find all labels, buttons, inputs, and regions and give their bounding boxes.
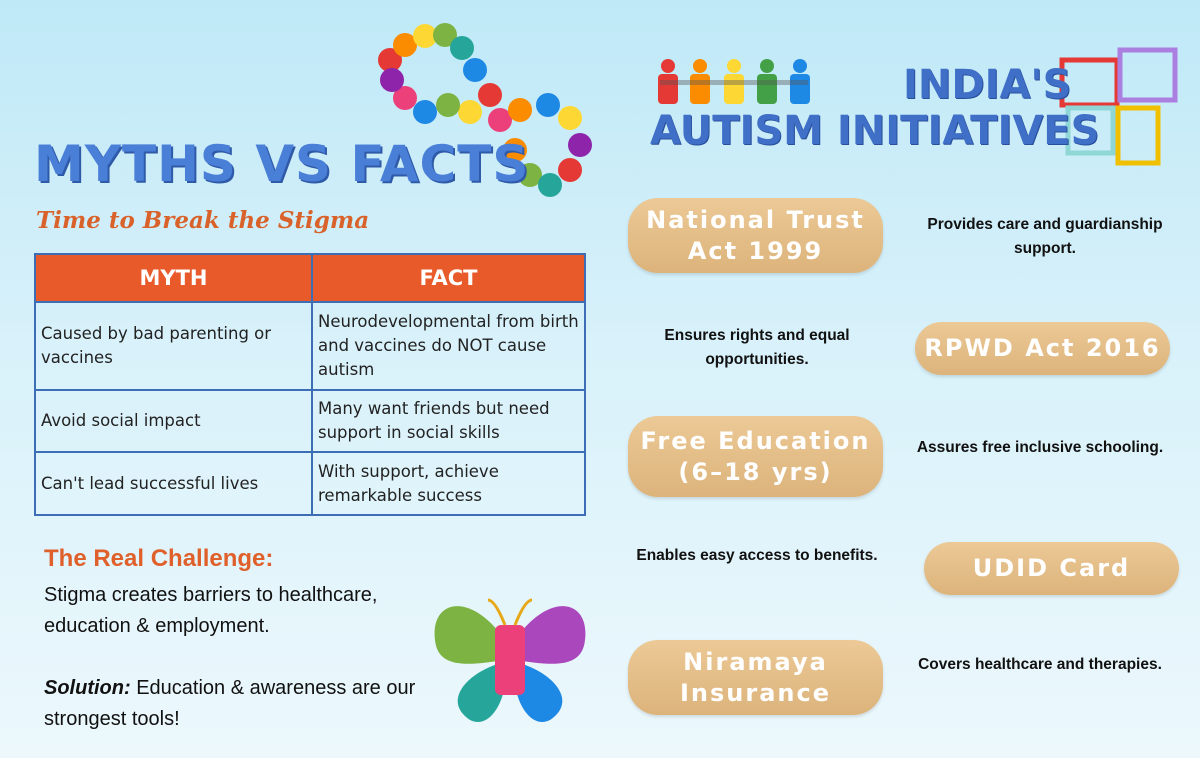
initiative-description: Covers healthcare and therapies.	[918, 656, 1162, 673]
initiative-name: Niramaya Insurance	[628, 640, 883, 715]
people-icons	[658, 59, 810, 104]
cell: Many want friends but need support in so…	[311, 389, 586, 453]
initiatives-title: INDIA'S	[903, 62, 1072, 108]
initiative-name: UDID Card	[924, 542, 1179, 595]
challenge-heading: The Real Challenge:	[44, 545, 274, 572]
challenge-text: Stigma creates barriers to healthcare, e…	[44, 584, 378, 637]
butterfly	[434, 598, 586, 722]
infinity-puzzle	[378, 23, 592, 197]
row: Can't lead successful lives With support…	[34, 451, 586, 516]
initiatives-title: AUTISM INITIATIVES	[650, 108, 1100, 154]
cell: With support, achieve remarkable success	[311, 451, 586, 516]
solution: Solution: Education & awareness are our …	[44, 673, 424, 735]
subtitle: Time to Break the Stigma	[36, 207, 370, 234]
initiative-description: Assures free inclusive schooling.	[916, 439, 1164, 456]
cell: Can't lead successful lives	[34, 451, 313, 516]
cell: Neurodevelopmental from birth and vaccin…	[311, 301, 586, 391]
initiative-description: Provides care and guardianship support.	[927, 216, 1163, 257]
cell: Avoid social impact	[34, 389, 313, 453]
initiative-description: Ensures rights and equal opportunities.	[664, 327, 850, 368]
row: Caused by bad parenting or vaccines Neur…	[34, 301, 586, 391]
solution-text: Education & awareness are our strongest …	[44, 677, 416, 730]
initiative-name: RPWD Act 2016	[915, 322, 1170, 375]
header-cell: FACT	[311, 253, 586, 303]
puzzle-pieces	[1059, 47, 1178, 166]
header-row: MYTH FACT	[34, 253, 586, 303]
header-cell: MYTH	[34, 253, 313, 303]
cell: Caused by bad parenting or vaccines	[34, 301, 313, 391]
initiative-name: National Trust Act 1999	[628, 198, 883, 273]
myth-fact-table: MYTH FACT Caused by bad parenting or vac…	[34, 253, 586, 516]
initiative-description: Enables easy access to benefits.	[636, 547, 878, 564]
row: Avoid social impact Many want friends bu…	[34, 389, 586, 453]
initiative-name: Free Education (6–18 yrs)	[628, 416, 883, 497]
title: MYTHS VS FACTS	[34, 135, 530, 193]
solution-label: Solution:	[44, 677, 131, 699]
